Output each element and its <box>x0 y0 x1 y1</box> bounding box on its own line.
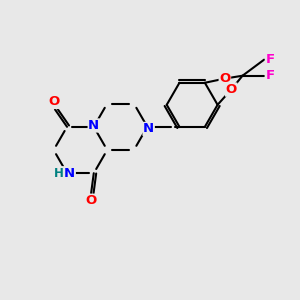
Text: O: O <box>85 194 97 207</box>
Text: F: F <box>266 69 274 82</box>
Text: N: N <box>64 167 75 180</box>
Text: O: O <box>219 72 230 85</box>
Text: H: H <box>53 167 63 180</box>
Text: N: N <box>143 122 154 136</box>
Text: N: N <box>88 119 99 132</box>
Text: F: F <box>266 53 274 66</box>
Text: O: O <box>226 83 237 96</box>
Text: O: O <box>48 95 59 108</box>
